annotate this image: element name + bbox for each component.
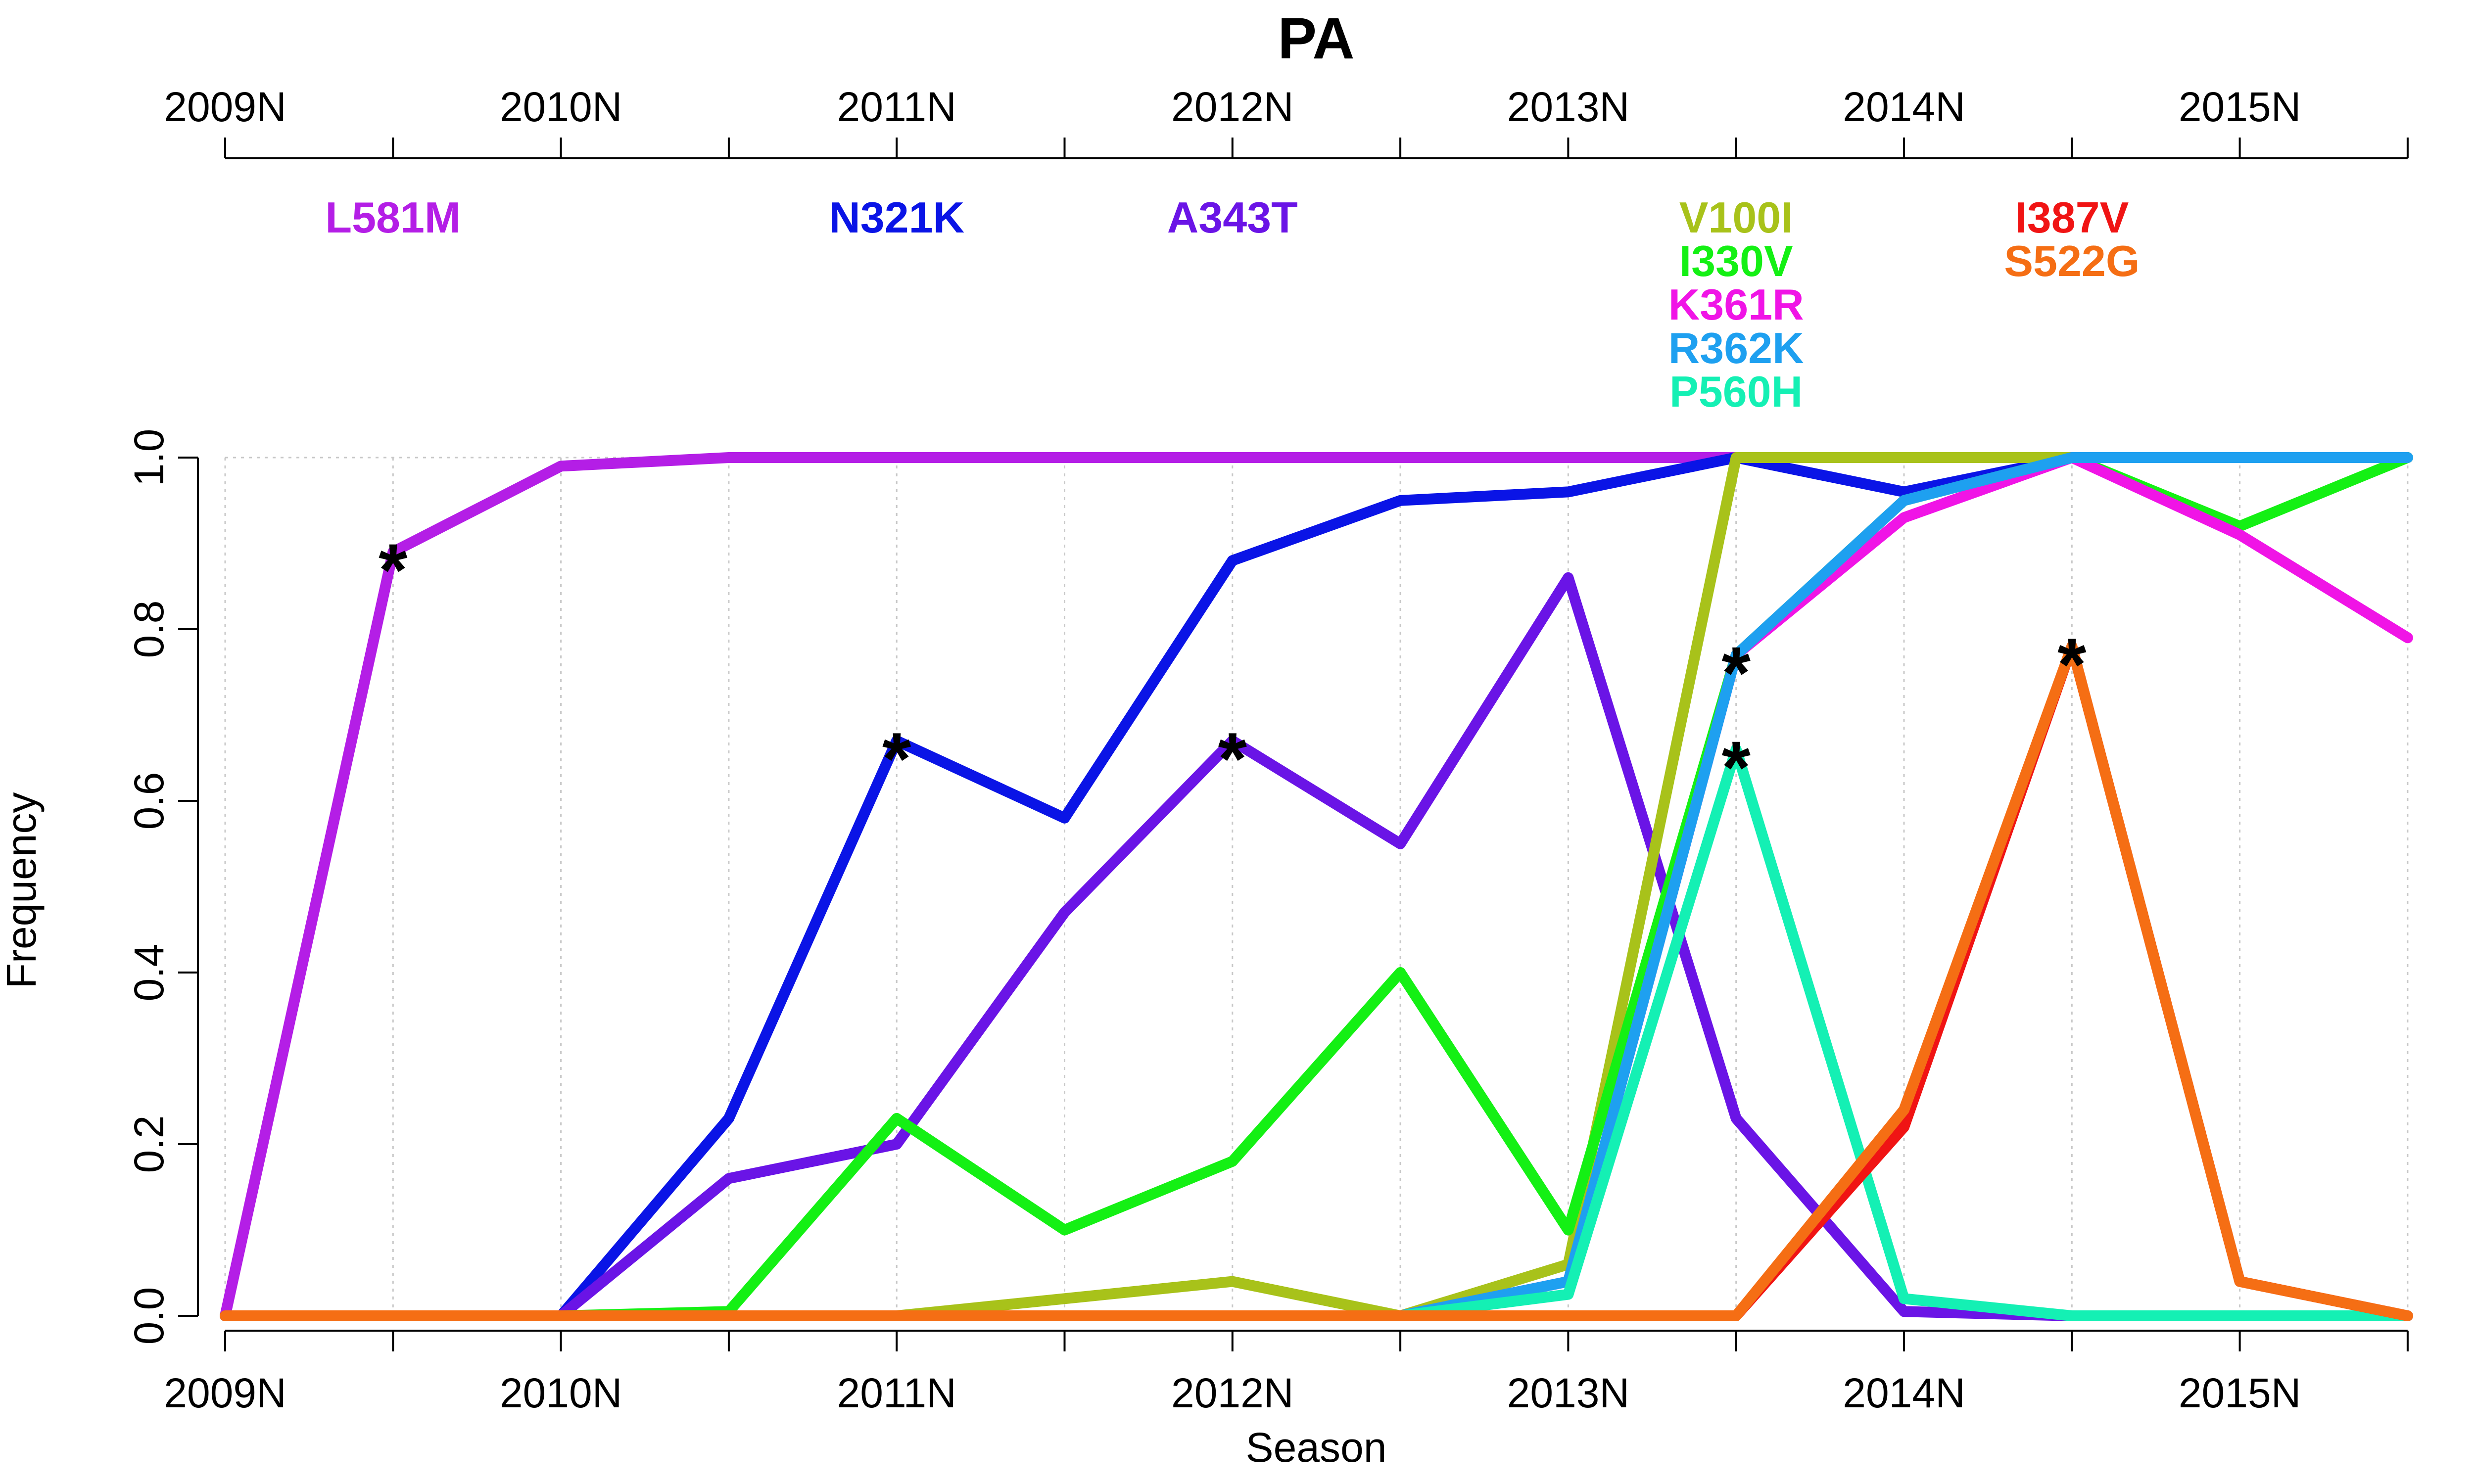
bottom-tick-label: 2015N — [2179, 1370, 2301, 1416]
bottom-tick-label: 2012N — [1171, 1370, 1294, 1416]
bottom-season-axis: 2009N 2010N 2011N 2012N 2013N 2014N 2015N — [164, 1330, 2409, 1416]
y-tick-label: 0.4 — [126, 944, 172, 1002]
series-line-p560h — [220, 743, 2413, 1321]
y-axis: 0.0 0.2 0.4 0.6 0.8 1.0 — [126, 429, 199, 1345]
mutation-label-r362k: R362K — [1668, 324, 1804, 372]
top-tick-label: 2014N — [1843, 84, 1965, 130]
top-tick-label: 2013N — [1507, 84, 1630, 130]
top-tick-label: 2010N — [500, 84, 622, 130]
series-line-i330v — [220, 452, 2413, 1321]
bottom-tick-label: 2013N — [1507, 1370, 1630, 1416]
y-tick-label: 1.0 — [126, 429, 172, 487]
series-line-r362k — [220, 452, 2413, 1321]
mutation-label-i330v: I330V — [1679, 236, 1793, 285]
y-tick-label: 0.8 — [126, 601, 172, 658]
fixation-star-markers: * * * * * * — [379, 528, 2087, 809]
y-axis-label: Frequency — [0, 792, 45, 989]
series-line-l581m — [220, 452, 2413, 1321]
top-tick-label: 2015N — [2179, 84, 2301, 130]
mutation-label-n321k: N321K — [829, 193, 964, 242]
star-marker-s522g: * — [2057, 623, 2087, 706]
top-season-axis: 2009N 2010N 2011N 2012N 2013N 2014N 2015N — [164, 84, 2409, 159]
star-marker-r362k: * — [1722, 631, 1751, 714]
y-tick-label: 0.2 — [126, 1115, 172, 1173]
y-tick-label: 0.6 — [126, 772, 172, 830]
top-tick-label: 2009N — [164, 84, 286, 130]
bottom-tick-label: 2010N — [500, 1370, 622, 1416]
series-line-i387v — [220, 641, 2413, 1321]
x-axis-label: Season — [1246, 1424, 1387, 1471]
star-marker-a343t: * — [1218, 717, 1247, 800]
top-tick-label: 2011N — [837, 84, 956, 130]
mutation-label-s522g: S522G — [2004, 236, 2140, 285]
star-marker-l581m: * — [379, 528, 408, 611]
star-marker-p560h: * — [1722, 726, 1751, 809]
mutation-labels: L581M N321K A343T V100II330VK361RR362KP560H… — [325, 193, 2140, 416]
mutation-label-k361r: K361R — [1668, 280, 1804, 329]
series-lines — [220, 452, 2413, 1321]
bottom-tick-label: 2009N — [164, 1370, 286, 1416]
chart-title: PA — [1278, 6, 1354, 71]
series-line-n321k — [220, 452, 2413, 1321]
y-tick-label: 0.0 — [126, 1287, 172, 1345]
mutation-label-p560h: P560H — [1669, 367, 1803, 416]
mutation-label-l581m: L581M — [325, 193, 461, 242]
top-tick-label: 2012N — [1171, 84, 1294, 130]
series-line-v100i — [220, 452, 2413, 1321]
mutation-label-a343t: A343T — [1167, 193, 1298, 242]
mutation-label-v100i: V100I — [1679, 193, 1793, 242]
series-line-k361r — [220, 452, 2413, 1321]
series-line-s522g — [220, 641, 2413, 1321]
bottom-tick-label: 2011N — [837, 1370, 956, 1416]
bottom-tick-label: 2014N — [1843, 1370, 1965, 1416]
star-marker-n321k: * — [882, 717, 911, 800]
grid-lines — [224, 457, 2409, 1316]
mutation-label-i387v: I387V — [2015, 193, 2129, 242]
